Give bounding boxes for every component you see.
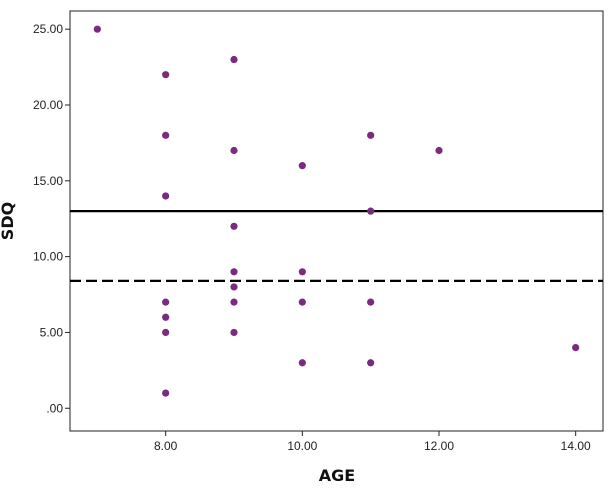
y-tick-label: 25.00 bbox=[33, 22, 63, 36]
y-axis-ticks: .00 5.00 10.00 15.00 20.00 25.00 bbox=[33, 22, 70, 415]
y-tick-label: 20.00 bbox=[33, 98, 63, 112]
x-axis-ticks: 8.00 10.00 12.00 14.00 bbox=[154, 431, 591, 453]
data-point bbox=[230, 55, 238, 64]
y-tick-label: 15.00 bbox=[33, 174, 63, 188]
plot-area bbox=[69, 10, 604, 432]
data-point bbox=[367, 207, 375, 215]
x-tick-label: 12.00 bbox=[424, 439, 454, 453]
data-point bbox=[162, 313, 170, 321]
data-point bbox=[230, 328, 238, 337]
data-point bbox=[162, 389, 170, 397]
data-point bbox=[298, 359, 306, 367]
x-axis-title: AGE bbox=[319, 466, 355, 485]
data-point bbox=[230, 146, 238, 155]
data-point bbox=[367, 131, 375, 139]
data-point bbox=[435, 146, 443, 155]
data-point bbox=[230, 298, 238, 306]
y-tick-label: .00 bbox=[46, 401, 63, 415]
data-point bbox=[162, 328, 170, 337]
reference-lines bbox=[70, 210, 603, 282]
x-tick-label: 10.00 bbox=[287, 439, 317, 453]
y-tick-label: 5.00 bbox=[40, 325, 64, 339]
data-point bbox=[298, 298, 306, 306]
x-tick-label: 14.00 bbox=[561, 439, 591, 453]
data-point bbox=[230, 283, 238, 291]
y-axis-title: SDQ bbox=[0, 202, 17, 240]
data-points bbox=[93, 25, 580, 397]
data-point bbox=[230, 268, 238, 276]
data-point bbox=[162, 192, 170, 200]
y-tick-label: 10.00 bbox=[33, 250, 63, 264]
x-tick-label: 8.00 bbox=[154, 439, 178, 453]
data-point bbox=[162, 71, 170, 79]
data-point bbox=[162, 298, 170, 306]
data-point bbox=[572, 344, 580, 352]
data-point bbox=[367, 359, 375, 367]
data-point bbox=[298, 162, 306, 170]
data-point bbox=[162, 131, 170, 139]
data-point bbox=[298, 268, 306, 276]
data-point bbox=[230, 222, 238, 230]
data-point bbox=[93, 25, 101, 33]
data-point bbox=[367, 298, 375, 306]
